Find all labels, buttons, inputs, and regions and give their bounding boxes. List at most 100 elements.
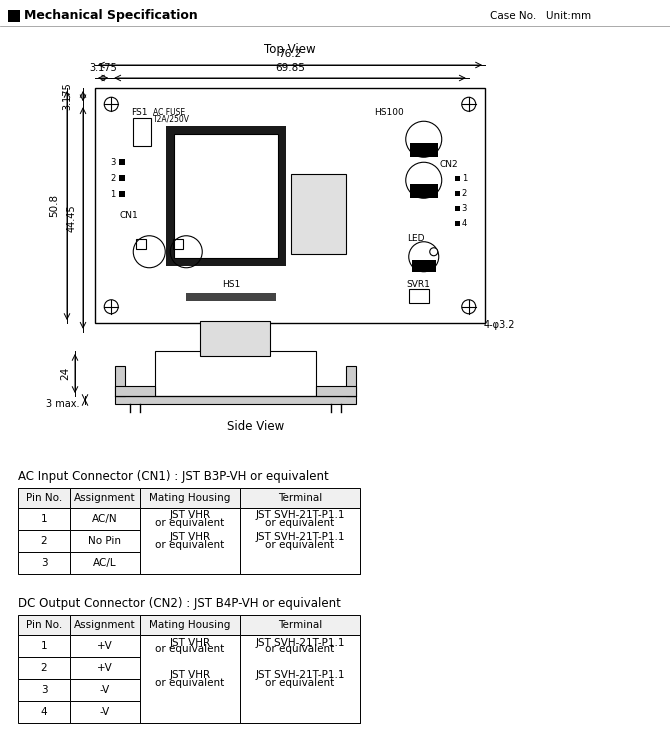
Text: HS100: HS100	[374, 108, 404, 117]
Text: AC FUSE: AC FUSE	[153, 108, 186, 117]
Bar	[18, 635, 70, 657]
Bar	[70, 679, 140, 701]
Text: 50.8: 50.8	[49, 194, 59, 217]
Bar	[119, 176, 125, 182]
Text: +V: +V	[97, 663, 113, 673]
Bar	[18, 508, 70, 530]
Text: Terminal: Terminal	[278, 620, 322, 630]
Bar	[8, 10, 20, 22]
Bar	[115, 366, 125, 396]
Text: HS1: HS1	[222, 280, 241, 289]
Bar	[115, 386, 155, 396]
Bar	[70, 552, 140, 574]
Text: or equivalent: or equivalent	[265, 540, 334, 550]
Bar	[166, 126, 286, 266]
Text: Case No.   Unit:mm: Case No. Unit:mm	[490, 11, 591, 21]
Bar	[410, 144, 438, 157]
Bar	[115, 396, 356, 404]
Bar	[240, 701, 360, 723]
Bar	[240, 615, 360, 635]
Text: Side View: Side View	[226, 420, 284, 432]
Text: Pin No.: Pin No.	[26, 493, 62, 503]
Bar	[455, 191, 460, 196]
Bar	[409, 289, 429, 303]
Bar	[140, 552, 240, 574]
Text: 3 max.: 3 max.	[46, 399, 80, 409]
Bar	[240, 530, 360, 552]
Text: or equivalent: or equivalent	[265, 678, 334, 688]
Bar	[174, 134, 278, 258]
Bar	[119, 159, 125, 165]
Text: Mating Housing: Mating Housing	[149, 620, 230, 630]
Bar	[140, 635, 240, 657]
Text: Assignment: Assignment	[74, 493, 136, 503]
Bar	[140, 701, 240, 723]
Text: No Pin: No Pin	[88, 536, 121, 546]
Text: 2: 2	[41, 663, 48, 673]
Text: or equivalent: or equivalent	[265, 644, 334, 655]
Text: JST SVH-21T-P1.1: JST SVH-21T-P1.1	[255, 670, 345, 680]
Bar	[140, 615, 240, 635]
Text: 3: 3	[41, 685, 48, 695]
Text: 3: 3	[110, 158, 115, 167]
Text: JST SVH-21T-P1.1: JST SVH-21T-P1.1	[255, 510, 345, 521]
Text: Mating Housing: Mating Housing	[149, 493, 230, 503]
Bar	[186, 292, 276, 301]
Bar	[18, 552, 70, 574]
Bar	[70, 530, 140, 552]
Text: AC/N: AC/N	[92, 514, 118, 524]
Text: -V: -V	[100, 685, 110, 695]
Text: JST VHR: JST VHR	[170, 510, 210, 521]
Bar	[410, 185, 438, 198]
Text: +V: +V	[97, 641, 113, 651]
Text: DC Output Connector (CN2) : JST B4P-VH or equivalent: DC Output Connector (CN2) : JST B4P-VH o…	[18, 597, 341, 610]
Bar	[316, 386, 356, 396]
Text: 4-φ3.2: 4-φ3.2	[484, 320, 515, 330]
Text: T2A/250V: T2A/250V	[153, 115, 190, 124]
Text: 3.175: 3.175	[89, 63, 117, 73]
Bar	[240, 508, 360, 530]
Bar	[140, 679, 240, 701]
Text: AC/L: AC/L	[93, 558, 117, 568]
Text: CN1: CN1	[119, 211, 138, 220]
Bar	[140, 635, 240, 723]
Bar	[95, 88, 485, 323]
Text: AC Input Connector (CN1) : JST B3P-VH or equivalent: AC Input Connector (CN1) : JST B3P-VH or…	[18, 470, 329, 483]
Text: 1: 1	[41, 641, 48, 651]
Bar	[200, 321, 271, 356]
Text: Top View: Top View	[264, 43, 316, 57]
Bar	[240, 635, 360, 723]
Circle shape	[429, 248, 438, 256]
Bar	[140, 657, 240, 679]
Bar	[18, 615, 70, 635]
Text: JST VHR: JST VHR	[170, 638, 210, 647]
Text: 4: 4	[41, 707, 48, 717]
Bar	[70, 615, 140, 635]
Text: 3.175: 3.175	[62, 83, 72, 110]
Bar	[140, 508, 240, 530]
Text: Terminal: Terminal	[278, 493, 322, 503]
Text: JST VHR: JST VHR	[170, 670, 210, 680]
Text: 2: 2	[41, 536, 48, 546]
Text: 4: 4	[462, 219, 467, 228]
Bar	[18, 488, 70, 508]
Bar	[155, 351, 316, 396]
Text: JST SVH-21T-P1.1: JST SVH-21T-P1.1	[255, 532, 345, 542]
Bar	[240, 488, 360, 508]
Text: 76.2: 76.2	[278, 49, 302, 59]
Bar	[18, 679, 70, 701]
Bar	[70, 508, 140, 530]
Text: Pin No.: Pin No.	[26, 620, 62, 630]
Bar	[140, 488, 240, 508]
Bar	[18, 657, 70, 679]
Text: JST SVH-21T-P1.1: JST SVH-21T-P1.1	[255, 638, 345, 647]
Text: 1: 1	[110, 190, 115, 199]
Text: 44.45: 44.45	[67, 204, 77, 232]
Text: 3: 3	[462, 205, 467, 214]
Text: CN2: CN2	[440, 160, 458, 169]
Bar	[240, 657, 360, 679]
Bar	[140, 530, 240, 552]
Bar	[136, 239, 146, 248]
Text: 3: 3	[41, 558, 48, 568]
Bar	[455, 221, 460, 226]
